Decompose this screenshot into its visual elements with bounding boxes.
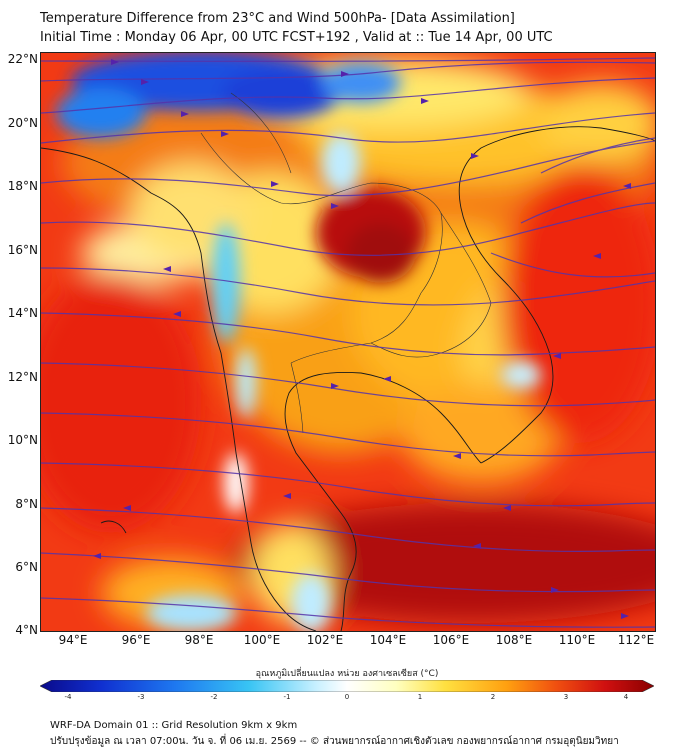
colorbar-caption: อุณหภูมิเปลี่ยนแปลง หน่วย องศาเซลเซียส (… — [255, 669, 439, 679]
lat-label: 22°N — [7, 52, 38, 66]
colorbar-tick: 4 — [623, 693, 629, 701]
colorbar-tick: 3 — [563, 693, 569, 701]
lat-label: 18°N — [7, 179, 38, 193]
lat-label: 6°N — [15, 560, 38, 574]
lon-label: 102°E — [306, 633, 344, 647]
footer-credit: ปรับปรุงข้อมูล ณ เวลา 07:00น. วัน จ. ที่… — [50, 736, 619, 747]
lon-label: 94°E — [58, 633, 88, 647]
lon-label: 98°E — [184, 633, 214, 647]
lat-label: 14°N — [7, 306, 38, 320]
colorbar-tick: 2 — [490, 693, 496, 701]
streamline-arrows — [93, 59, 631, 619]
lon-label: 106°E — [432, 633, 470, 647]
lat-label: 8°N — [15, 497, 38, 511]
colorbar-tick: -2 — [210, 693, 218, 701]
colorbar-tick: -3 — [137, 693, 145, 701]
forecast-map — [40, 52, 656, 632]
map-title: Temperature Difference from 23°C and Win… — [40, 11, 515, 26]
lat-label: 12°N — [7, 370, 38, 384]
lon-label: 110°E — [558, 633, 596, 647]
lon-label: 108°E — [495, 633, 533, 647]
colorbar-tick: 1 — [417, 693, 423, 701]
lat-label: 16°N — [7, 243, 38, 257]
lon-label: 100°E — [243, 633, 281, 647]
wind-streamlines — [41, 57, 655, 628]
colorbar-tick: -1 — [283, 693, 291, 701]
lon-label: 112°E — [617, 633, 655, 647]
lat-label: 10°N — [7, 433, 38, 447]
lon-label: 96°E — [121, 633, 151, 647]
lat-label: 20°N — [7, 116, 38, 130]
colorbar — [40, 680, 654, 692]
colorbar-tick: 0 — [344, 693, 350, 701]
map-subtitle: Initial Time : Monday 06 Apr, 00 UTC FCS… — [40, 30, 553, 45]
footer-domain-info: WRF-DA Domain 01 :: Grid Resolution 9km … — [50, 720, 298, 731]
colorbar-tick: -4 — [64, 693, 72, 701]
lon-label: 104°E — [369, 633, 407, 647]
lat-label: 4°N — [15, 623, 38, 637]
